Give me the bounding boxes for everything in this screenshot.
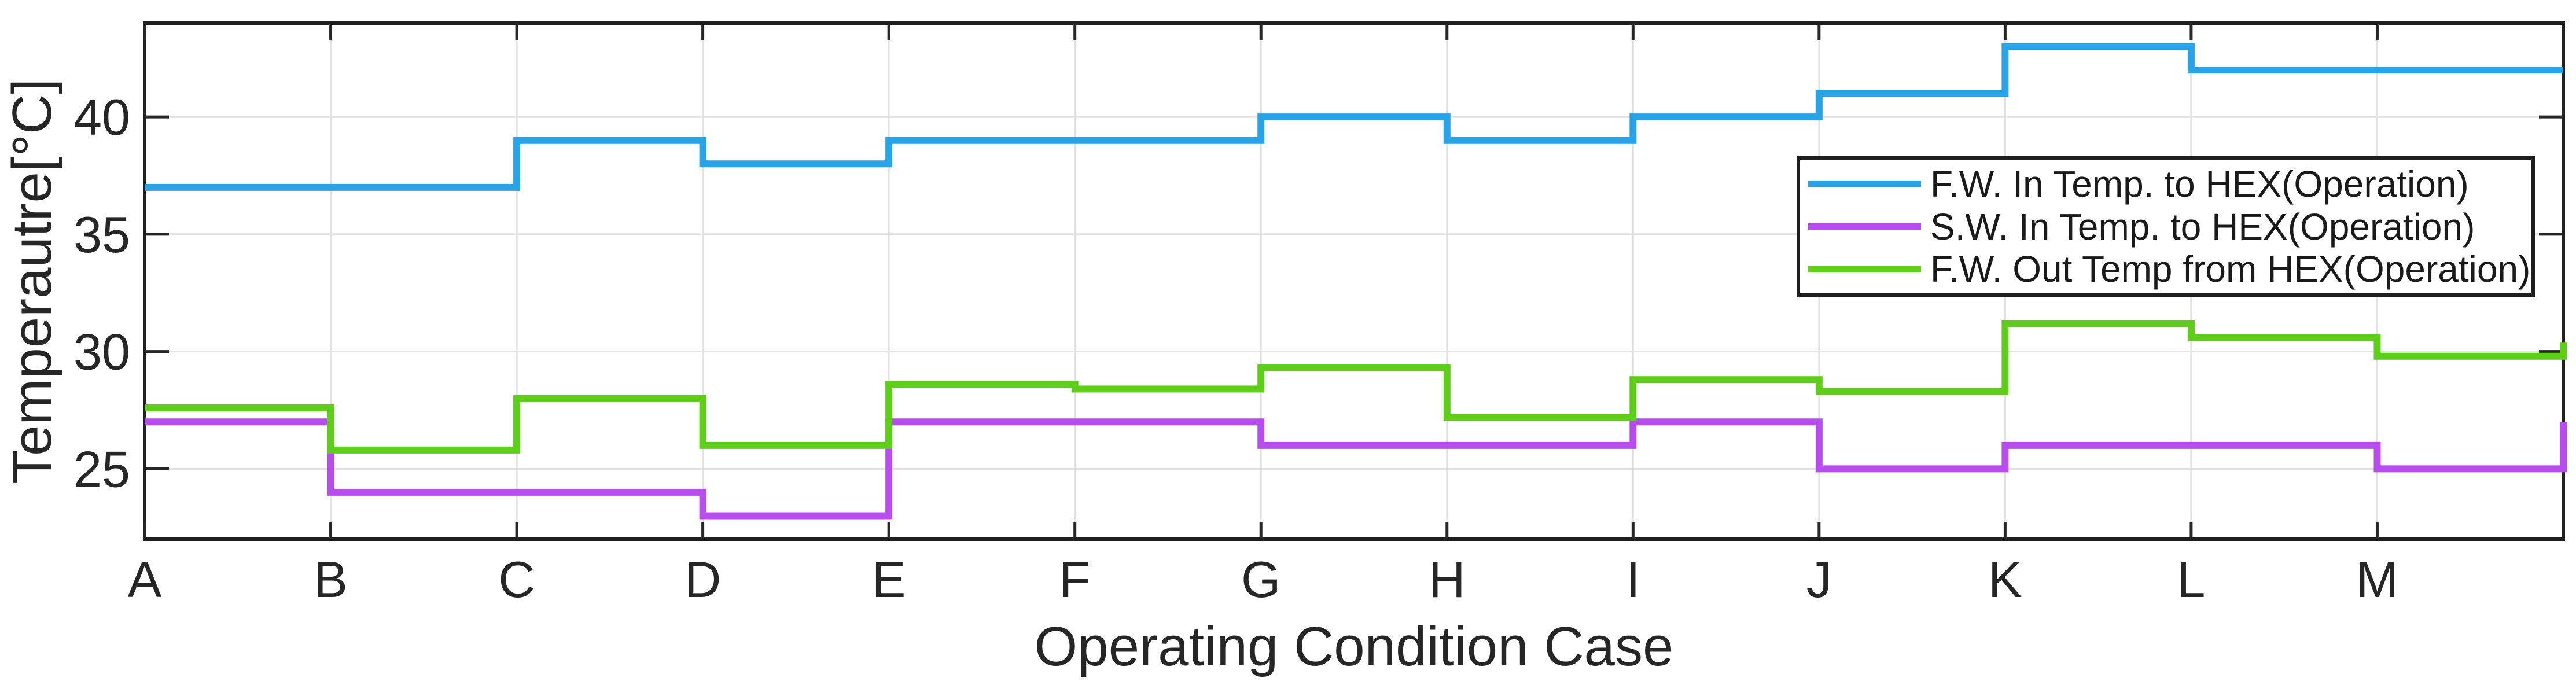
x-tick-label: H [1429,551,1466,608]
x-tick-label: D [685,551,722,608]
y-tick-label: 25 [73,440,130,498]
x-tick-label: C [498,551,535,608]
x-tick-label: K [1988,551,2022,608]
legend-label: F.W. Out Temp from HEX(Operation) [1930,248,2531,290]
series-line-1 [145,43,2563,191]
x-tick-label: M [2356,551,2398,608]
plot-border [143,21,2565,541]
series-line-3 [145,319,2567,454]
x-tick-label: A [128,551,162,608]
legend-label: S.W. In Temp. to HEX(Operation) [1930,205,2475,248]
legend-item: F.W. In Temp. to HEX(Operation) [1808,165,2531,202]
x-tick-label: G [1241,551,1280,608]
y-tick-label: 40 [73,89,130,146]
legend-item: F.W. Out Temp from HEX(Operation) [1808,251,2531,288]
axes-box [143,21,2565,541]
tick-labels: 25 30 35 40 A B C D E F G H I J K L M [73,89,2398,608]
y-tick-label: 30 [73,323,130,381]
x-tick-label: L [2177,551,2205,608]
legend-line-swatch [1808,266,1921,273]
legend-box: F.W. In Temp. to HEX(Operation) S.W. In T… [1797,156,2535,297]
y-tick-label: 35 [73,206,130,263]
series-line-2 [145,418,2567,520]
y-axis-title: Temperautre[°C] [1,79,63,484]
x-axis-title: Operating Condition Case [1035,616,1674,677]
x-tick-label: E [872,551,906,608]
x-tick-label: B [314,551,348,608]
x-tick-label: J [1806,551,1832,608]
x-tick-label: F [1059,551,1091,608]
legend-label: F.W. In Temp. to HEX(Operation) [1930,163,2469,205]
data-series [145,43,2567,520]
legend-item: S.W. In Temp. to HEX(Operation) [1808,208,2531,245]
x-tick-label: I [1626,551,1640,608]
legend-line-swatch [1808,223,1921,230]
legend-line-swatch [1808,180,1921,187]
